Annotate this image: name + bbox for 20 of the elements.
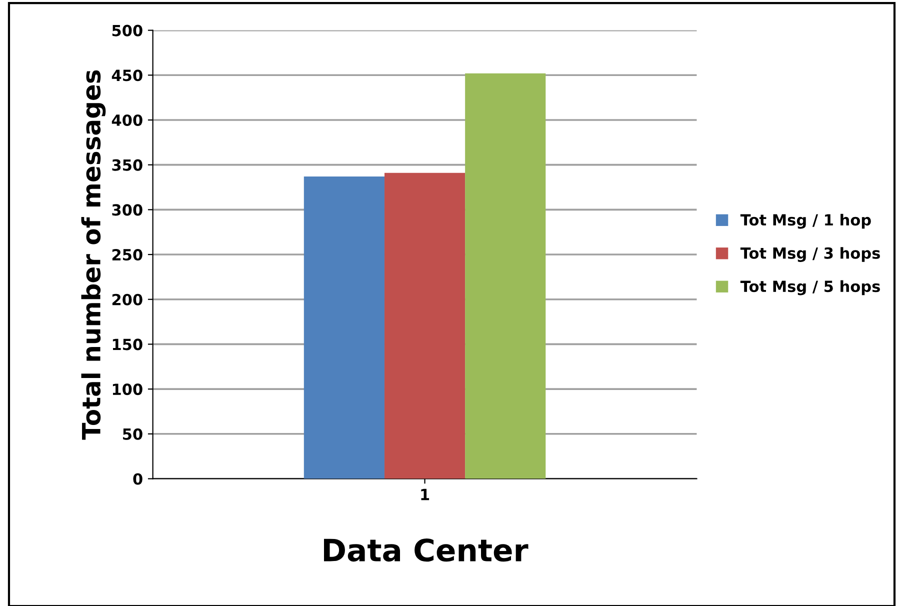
y-axis-title: Total number of messages (81, 70, 106, 440)
y-tick-label: 0 (133, 473, 142, 485)
y-tick-label: 50 (123, 428, 142, 440)
y-tick-label: 250 (112, 248, 142, 261)
legend-label: Tot Msg / 3 hops (740, 247, 880, 262)
y-tick-label: 100 (112, 384, 142, 396)
bar (304, 176, 384, 479)
bar (465, 73, 546, 479)
legend-label: Tot Msg / 5 hops (740, 280, 880, 296)
legend-label: Tot Msg / 1 hop (740, 214, 871, 229)
y-tick-label: 500 (112, 24, 142, 36)
y-tick-label: 300 (112, 204, 142, 216)
x-tick-label: 1 (421, 488, 430, 500)
bar (384, 172, 466, 479)
y-tick-label: 450 (112, 70, 142, 82)
x-axis-title: Data Center (324, 538, 528, 562)
y-tick-label: 150 (112, 338, 142, 350)
y-tick-label: 400 (112, 114, 142, 126)
y-tick-label: 200 (112, 294, 142, 306)
y-tick-label: 350 (112, 159, 142, 171)
